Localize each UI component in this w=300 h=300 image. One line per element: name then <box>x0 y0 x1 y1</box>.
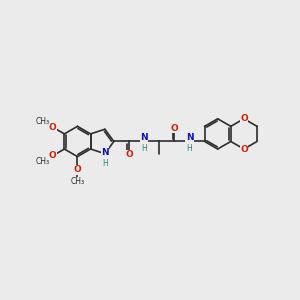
Text: H: H <box>102 159 108 168</box>
Text: N: N <box>140 133 148 142</box>
Text: N: N <box>186 133 193 142</box>
Text: H: H <box>141 144 147 153</box>
Text: O: O <box>240 145 248 154</box>
Text: CH₃: CH₃ <box>36 117 50 126</box>
Text: CH₃: CH₃ <box>36 157 50 166</box>
Text: CH₃: CH₃ <box>70 177 85 186</box>
Text: O: O <box>74 165 81 174</box>
Text: O: O <box>240 114 248 123</box>
Text: O: O <box>49 123 57 132</box>
Text: O: O <box>49 151 57 160</box>
Text: H: H <box>187 144 192 153</box>
Text: N: N <box>101 148 109 157</box>
Text: O: O <box>170 124 178 133</box>
Text: O: O <box>125 150 133 159</box>
